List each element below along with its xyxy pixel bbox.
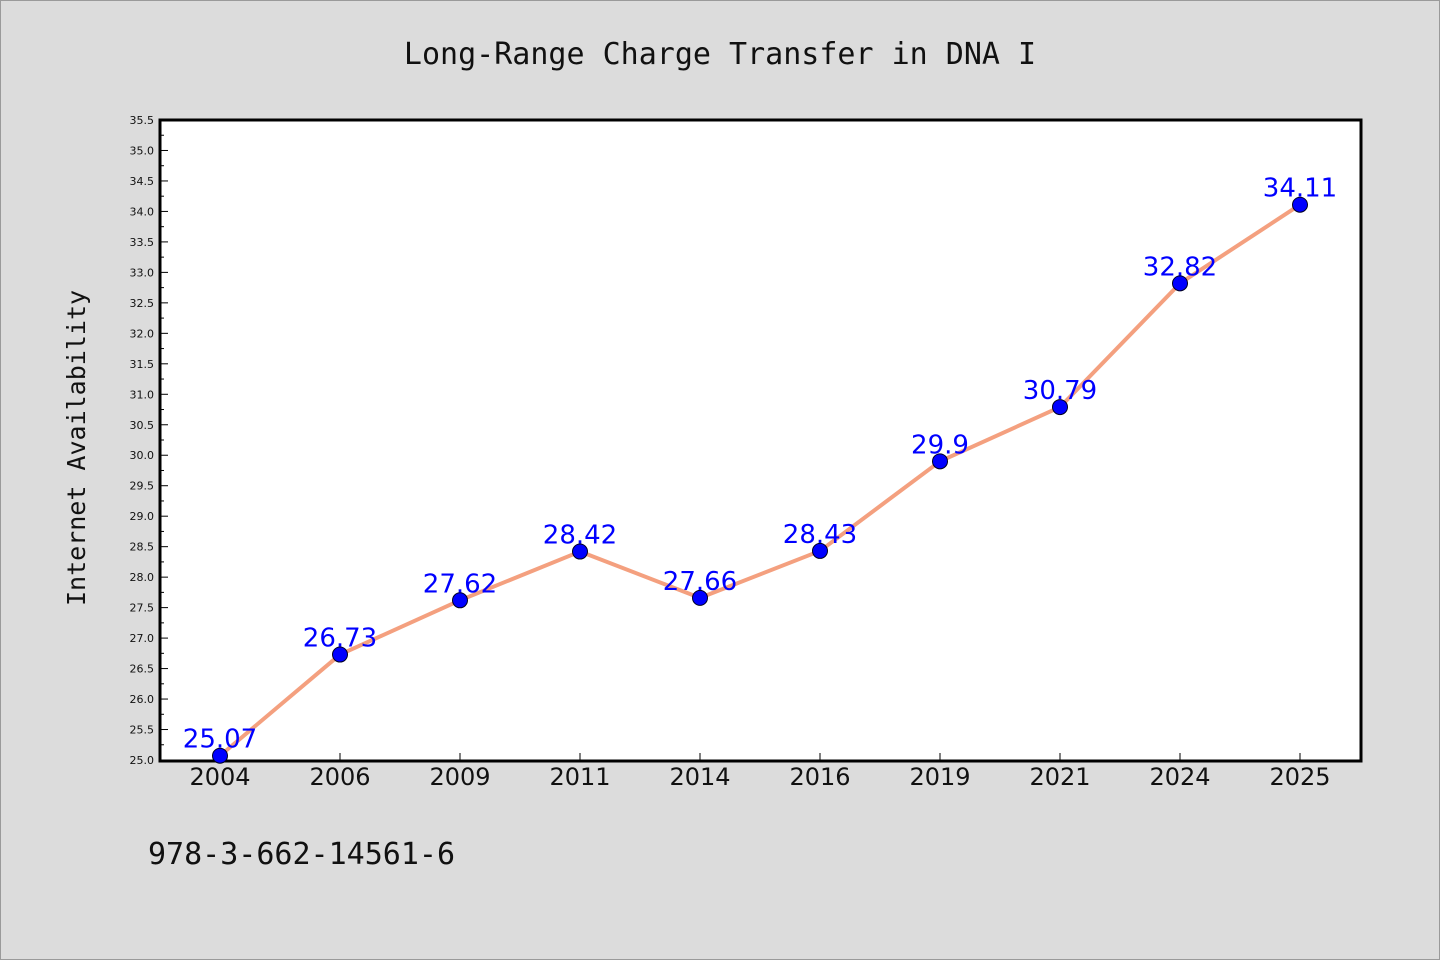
y-tick-label: 34.5 — [130, 175, 155, 188]
y-tick-label: 26.0 — [130, 693, 155, 706]
x-tick-label: 2025 — [1269, 763, 1330, 791]
x-tick-label: 2019 — [909, 763, 970, 791]
y-tick-label: 35.5 — [130, 114, 155, 127]
y-axis: 25.0 25.5 26.0 26.5 27.0 27.5 28.0 28.5 29.0 29.5… — [130, 114, 168, 767]
data-point — [572, 543, 588, 560]
x-axis: 2004 2006 2009 2011 2014 2016 2019 2021 2024 2025 — [189, 753, 1331, 791]
data-label: 28.42 — [543, 521, 617, 551]
x-tick-label: 2016 — [789, 763, 850, 791]
isbn-text: 978-3-662-14561-6 — [148, 837, 455, 872]
x-tick-label: 2006 — [309, 763, 370, 791]
y-tick-label: 31.0 — [130, 388, 155, 401]
y-tick-label: 25.5 — [130, 724, 155, 737]
x-tick-label: 2009 — [429, 763, 490, 791]
data-labels: 25.07 26.73 27.62 28.42 27.66 28.43 29.9 30.79 3… — [183, 174, 1337, 755]
y-tick-label: 31.5 — [130, 358, 155, 371]
y-tick-label: 30.5 — [130, 419, 155, 432]
data-label: 34.11 — [1263, 174, 1337, 204]
y-tick-label: 35.0 — [130, 144, 155, 157]
y-tick-label: 28.5 — [130, 541, 155, 554]
data-label: 29.9 — [911, 430, 969, 460]
y-tick-label: 26.5 — [130, 663, 155, 676]
y-tick-label: 27.5 — [130, 602, 155, 615]
data-point — [332, 646, 348, 663]
data-label: 27.62 — [423, 569, 497, 599]
data-point — [812, 542, 828, 559]
data-point — [692, 589, 708, 606]
y-tick-label: 25.0 — [130, 754, 155, 767]
data-label: 32.82 — [1143, 252, 1217, 282]
x-tick-label: 2004 — [189, 763, 250, 791]
data-label: 30.79 — [1023, 376, 1097, 406]
series-group — [212, 196, 1308, 764]
data-point — [1052, 399, 1068, 416]
data-point — [1172, 275, 1188, 292]
y-tick-label: 29.5 — [130, 480, 155, 493]
data-point — [212, 747, 228, 764]
y-tick-label: 32.0 — [130, 327, 155, 340]
data-label: 28.43 — [783, 520, 857, 550]
x-tick-label: 2011 — [549, 763, 610, 791]
data-point — [932, 453, 948, 470]
y-tick-label: 30.0 — [130, 449, 155, 462]
y-axis-label: Internet Availability — [62, 290, 91, 606]
y-tick-label: 33.5 — [130, 236, 155, 249]
y-tick-label: 32.5 — [130, 297, 155, 310]
y-tick-label: 28.0 — [130, 571, 155, 584]
data-label: 27.66 — [663, 567, 737, 597]
data-label: 25.07 — [183, 725, 257, 755]
data-label: 26.73 — [303, 624, 377, 654]
series-line — [218, 203, 1302, 758]
y-tick-label: 27.0 — [130, 632, 155, 645]
plot-area — [158, 118, 1363, 763]
y-tick-label: 29.0 — [130, 510, 155, 523]
y-tick-label: 33.0 — [130, 266, 155, 279]
data-point — [1292, 196, 1308, 213]
y-tick-label: 34.0 — [130, 205, 155, 218]
data-point — [452, 592, 468, 609]
x-tick-label: 2021 — [1029, 763, 1090, 791]
x-tick-label: 2024 — [1149, 763, 1210, 791]
chart-title: Long-Range Charge Transfer in DNA I — [404, 37, 1036, 72]
x-tick-label: 2014 — [669, 763, 730, 791]
